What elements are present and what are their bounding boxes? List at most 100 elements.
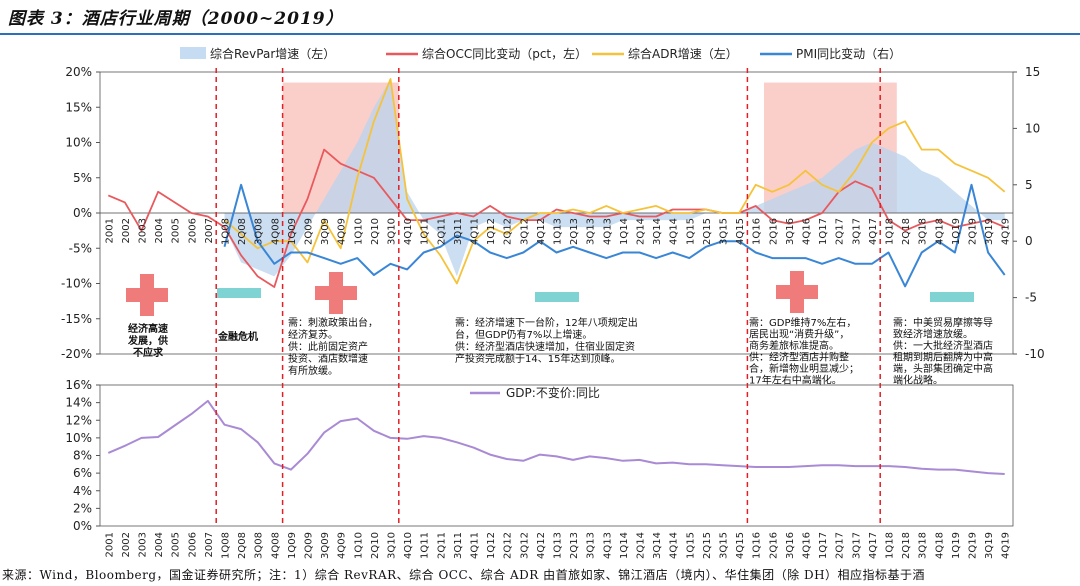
annotation-a6-line: 需：中美贸易摩擦等导	[893, 316, 993, 329]
top-x-tick-label: 3Q09	[320, 218, 331, 245]
bottom-x-tick-label: 2007	[204, 532, 215, 557]
right-axis-tick-label: -5	[1025, 291, 1037, 305]
bottom-x-tick-label: 2Q15	[702, 532, 713, 559]
demand-cross-icon-3	[776, 271, 818, 313]
bottom-x-tick-label: 3Q13	[586, 532, 597, 559]
bottom-x-tick-label: 2Q16	[768, 532, 779, 559]
source-note: 来源：Wind，Bloomberg，国金证券研究所；注：1）综合 RevRAR、…	[2, 568, 926, 582]
annotation-a6-line: 致经济增速放缓。	[893, 328, 973, 341]
top-x-tick-label: 1Q15	[685, 218, 696, 245]
bottom-x-tick-label: 4Q10	[403, 532, 414, 559]
top-x-tick-label: 4Q13	[602, 218, 613, 245]
annotation-a6-line: 供：一大批经济型酒店	[893, 339, 993, 352]
top-x-tick-label: 3Q14	[652, 218, 663, 245]
top-x-tick-label: 2Q08	[237, 218, 248, 245]
annotation-a3-line: 有所放缓。	[288, 364, 338, 377]
gdp-axis-tick-label: 8%	[73, 449, 92, 463]
legend-gdp: GDP:不变价:同比	[506, 385, 600, 400]
left-axis-tick-label: 5%	[73, 171, 92, 185]
bottom-x-tick-label: 2006	[187, 532, 198, 557]
bottom-x-tick-label: 3Q12	[519, 532, 530, 559]
top-x-tick-label: 4Q09	[337, 218, 348, 245]
left-axis-tick-label: 0%	[73, 206, 92, 220]
annotation-a6-line: 租期到期后翻牌为中高	[893, 351, 993, 364]
top-x-tick-label: 2Q19	[968, 218, 979, 245]
bottom-x-tick-label: 2001	[104, 532, 115, 557]
demand-cross-icon-2	[315, 272, 357, 314]
bottom-x-tick-label: 4Q08	[270, 532, 281, 559]
top-x-tick-label: 3Q19	[984, 218, 995, 245]
bottom-x-tick-label: 2Q11	[436, 532, 447, 559]
occ-line-series	[107, 148, 1006, 288]
bottom-x-tick-label: 1Q12	[486, 532, 497, 559]
top-x-tick-label: 1Q09	[287, 218, 298, 245]
gdp-axis-tick-label: 12%	[65, 413, 92, 427]
top-x-tick-label: 3Q16	[785, 218, 796, 245]
right-axis-tick-label: 15	[1025, 65, 1040, 79]
top-x-tick-label: 2003	[138, 218, 149, 243]
bottom-x-tick-label: 4Q19	[1001, 532, 1012, 559]
annotation-a5-line: 需：GDP维持7%左右，	[749, 316, 856, 329]
gdp-axis-tick-label: 4%	[73, 484, 92, 498]
top-x-tick-label: 3Q10	[387, 218, 398, 245]
bottom-x-tick-label: 4Q11	[470, 532, 481, 559]
top-x-tick-label: 2001	[104, 218, 115, 243]
right-axis-tick-label: 10	[1025, 121, 1040, 135]
top-x-tick-label: 1Q17	[818, 218, 829, 245]
bottom-x-tick-label: 2Q08	[237, 532, 248, 559]
top-x-tick-label: 1Q11	[420, 218, 431, 245]
bottom-x-tick-label: 3Q11	[453, 532, 464, 559]
bottom-x-tick-label: 2Q09	[304, 532, 315, 559]
left-axis-tick-label: -15%	[61, 312, 92, 326]
pmi-line-series	[223, 183, 1006, 288]
legend-adr: 综合ADR增速（左）	[628, 46, 738, 61]
left-axis-tick-label: -20%	[61, 347, 92, 361]
gdp-axis-tick-label: 6%	[73, 466, 92, 480]
right-axis-tick-label: 5	[1025, 178, 1033, 192]
bottom-x-tick-label: 4Q12	[536, 532, 547, 559]
supply-bar-icon-1	[217, 288, 261, 298]
top-x-tick-label: 3Q11	[453, 218, 464, 245]
annotation-a6-line: 端，头部集团确定中高	[893, 362, 993, 375]
gdp-axis-tick-label: 10%	[65, 431, 92, 445]
legend-revpar: 综合RevPar增速（左）	[210, 46, 335, 61]
bottom-x-tick-label: 3Q15	[719, 532, 730, 559]
top-x-tick-label: 2Q14	[636, 218, 647, 245]
gdp-axis-tick-label: 16%	[65, 378, 92, 392]
top-x-tick-label: 4Q14	[669, 218, 680, 245]
top-x-tick-label: 3Q12	[519, 218, 530, 245]
left-axis-tick-label: -10%	[61, 277, 92, 291]
hotel-cycle-chart: 20% 15% 10% 5% 0% -5% -10% -15% -20% 15 10 5 0 -5 -10 1…	[61, 46, 1045, 559]
bottom-x-tick-label: 4Q16	[802, 532, 813, 559]
bottom-x-tick-label: 1Q09	[287, 532, 298, 559]
top-x-tick-label: 4Q16	[802, 218, 813, 245]
top-x-tick-label: 2Q10	[370, 218, 381, 245]
bottom-x-tick-label: 2002	[121, 532, 132, 557]
top-x-tick-label: 1Q13	[553, 218, 564, 245]
top-x-tick-label: 1Q10	[353, 218, 364, 245]
bottom-x-tick-label: 1Q17	[818, 532, 829, 559]
bottom-x-tick-label: 1Q11	[420, 532, 431, 559]
top-x-tick-label: 2005	[171, 218, 182, 243]
top-x-tick-label: 4Q08	[270, 218, 281, 245]
annotation-a5-line: 商务差旅标准提高。	[749, 339, 839, 352]
top-x-tick-label: 2Q15	[702, 218, 713, 245]
annotation-a1-line: 发展，供	[127, 334, 168, 347]
bottom-x-tick-label: 4Q17	[868, 532, 879, 559]
top-x-tick-label: 1Q08	[221, 218, 232, 245]
bottom-x-tick-label: 2005	[171, 532, 182, 557]
bottom-x-tick-label: 3Q16	[785, 532, 796, 559]
top-x-tick-label: 2Q16	[768, 218, 779, 245]
bottom-x-tick-label: 4Q18	[934, 532, 945, 559]
bottom-x-tick-label: 1Q16	[752, 532, 763, 559]
top-x-tick-label: 1Q12	[486, 218, 497, 245]
bottom-x-tick-label: 2003	[138, 532, 149, 557]
bottom-x-tick-label: 3Q18	[918, 532, 929, 559]
supply-bar-icon-3	[930, 292, 974, 302]
top-x-tick-label: 2Q17	[835, 218, 846, 245]
bottom-x-tick-label: 3Q08	[254, 532, 265, 559]
top-x-tick-label: 1Q14	[619, 218, 630, 245]
top-x-tick-label: 4Q15	[735, 218, 746, 245]
bottom-x-tick-label: 2Q18	[901, 532, 912, 559]
annotation-a4-line: 产投资完成额于14、15年达到顶峰。	[455, 352, 620, 365]
